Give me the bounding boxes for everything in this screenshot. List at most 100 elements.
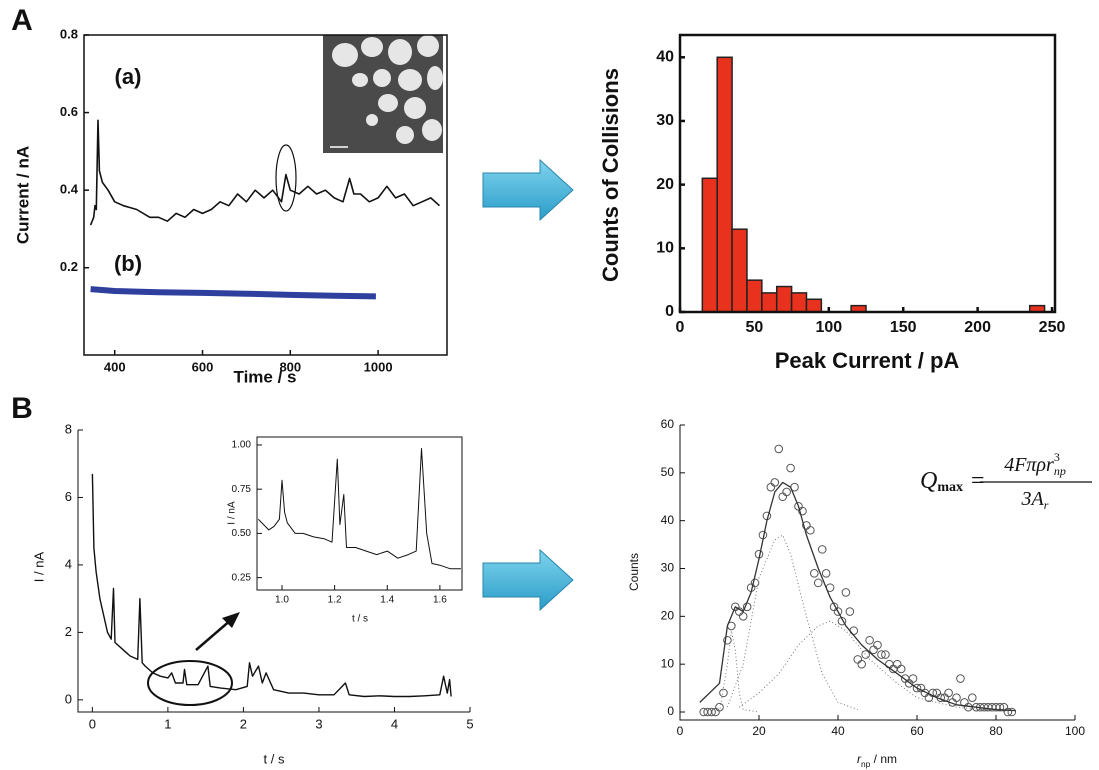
formula-part: 3A: [1021, 488, 1045, 510]
x-tick-label: 0: [89, 716, 96, 731]
data-point: [774, 444, 784, 454]
formula-part: 3: [1054, 450, 1060, 464]
plot-frame: [256, 436, 463, 591]
highlight-ellipse: [147, 660, 233, 706]
inset-background: [257, 437, 462, 590]
data-point: [1003, 707, 1013, 717]
x-tick-label: 80: [989, 724, 1003, 738]
data-point: [738, 612, 748, 621]
plot-frame: [678, 33, 1057, 314]
x-tick-label: 20: [752, 724, 766, 738]
bar: [701, 177, 718, 313]
data-point: [723, 635, 732, 645]
plot-frame: [83, 34, 448, 356]
x-tick-label: 4: [391, 716, 398, 731]
x-axis-label: Peak Current / pA: [775, 348, 960, 373]
y-tick-label: 6: [65, 489, 72, 504]
x-tick-label: 800: [279, 359, 301, 374]
x-tick-label: 100: [815, 319, 842, 336]
y-tick-label: 8: [65, 421, 72, 436]
y-axis-label: Counts of Collisions: [598, 68, 623, 282]
x-axis-label: Time / s: [234, 367, 297, 386]
data-point: [841, 588, 851, 597]
x-tick-label: 1.0: [275, 595, 289, 606]
data-line: [719, 630, 760, 713]
plot-axes: [77, 430, 470, 713]
data-point: [896, 664, 906, 674]
y-tick-label: 20: [661, 609, 675, 623]
x-tick-label: 1000: [364, 359, 393, 374]
bar: [761, 292, 778, 313]
y-axis-label: Counts: [627, 553, 641, 591]
x-tick-label: 1.2: [328, 595, 342, 606]
y-tick-label: 0.8: [60, 26, 78, 41]
data-point: [853, 655, 863, 664]
y-tick-label: 50: [661, 465, 675, 479]
x-axis-label: t / s: [264, 751, 285, 766]
formula: 3Ar: [1021, 488, 1049, 512]
y-tick-label: 40: [661, 513, 675, 527]
formula-part: Q: [920, 468, 937, 494]
formula: Qmax =: [920, 468, 985, 496]
data-point: [770, 478, 780, 487]
data-point: [837, 616, 847, 626]
y-tick-label: 20: [656, 176, 674, 193]
chart: 1.0 1.2 1.4 1.6 0.25 0.50 0.75 1.00 t / s I / nA: [227, 436, 463, 625]
data-point: [786, 463, 795, 473]
data-point: [778, 492, 788, 502]
bar: [746, 279, 763, 313]
x-tick-label: 0: [677, 724, 684, 738]
y-tick-label: 60: [661, 417, 675, 431]
data-point: [892, 659, 902, 669]
sem-image: [323, 35, 443, 153]
data-point: [944, 688, 953, 698]
data-line: [699, 481, 1016, 712]
x-tick-label: 600: [192, 359, 214, 374]
block-arrow: [482, 158, 574, 612]
x-tick-label: 400: [104, 359, 126, 374]
data-line: [739, 620, 997, 712]
y-axis-label: I / nA: [31, 552, 46, 583]
x-axis-label: t / s: [352, 614, 368, 625]
x-tick-label: 100: [1065, 724, 1085, 738]
formula-part: r: [1044, 498, 1049, 512]
data-point: [928, 688, 938, 698]
chart: 400 600 800 1000 0.2 0.4 0.6 0.8 Time / s Current…: [13, 26, 448, 386]
data-point: [964, 702, 973, 712]
data-point: [1007, 707, 1017, 717]
x-tick-label: 1: [164, 716, 171, 731]
x-axis-label-part: np: [861, 759, 871, 769]
y-axis-label: Current / nA: [13, 146, 32, 244]
data-point: [810, 568, 819, 578]
x-tick-label: 0: [676, 319, 685, 336]
bar: [716, 56, 733, 313]
y-tick-label: 0.75: [232, 484, 252, 495]
highlight-ellipse: [275, 144, 297, 212]
y-tick-label: 0: [665, 303, 674, 320]
y-axis-label: I / nA: [227, 501, 238, 525]
y-tick-label: 0: [667, 704, 674, 718]
y-tick-label: 4: [65, 556, 72, 571]
series-label: (a): [115, 64, 142, 89]
x-tick-label: 60: [910, 724, 924, 738]
data-point: [707, 707, 716, 717]
x-axis-label-part: / nm: [870, 752, 897, 766]
x-axis-label: rnp / nm: [857, 752, 897, 769]
data-point: [806, 525, 815, 535]
chart: 0 50 100 150 200 250 0 10 20 30 40 Peak Current / p…: [598, 33, 1065, 373]
y-tick-label: 0.6: [60, 104, 78, 119]
data-point: [873, 640, 882, 650]
panel-label: A: [11, 4, 33, 37]
y-tick-label: 0: [65, 691, 72, 706]
panel-label: B: [11, 392, 33, 425]
formula-part: max: [937, 480, 963, 495]
y-tick-label: 2: [65, 624, 72, 639]
data-point: [715, 702, 724, 712]
data-point: [869, 645, 878, 655]
y-tick-label: 1.00: [232, 440, 252, 451]
data-line: [91, 473, 452, 698]
bar: [775, 285, 793, 313]
data-point: [813, 578, 823, 588]
data-line: [89, 119, 441, 226]
